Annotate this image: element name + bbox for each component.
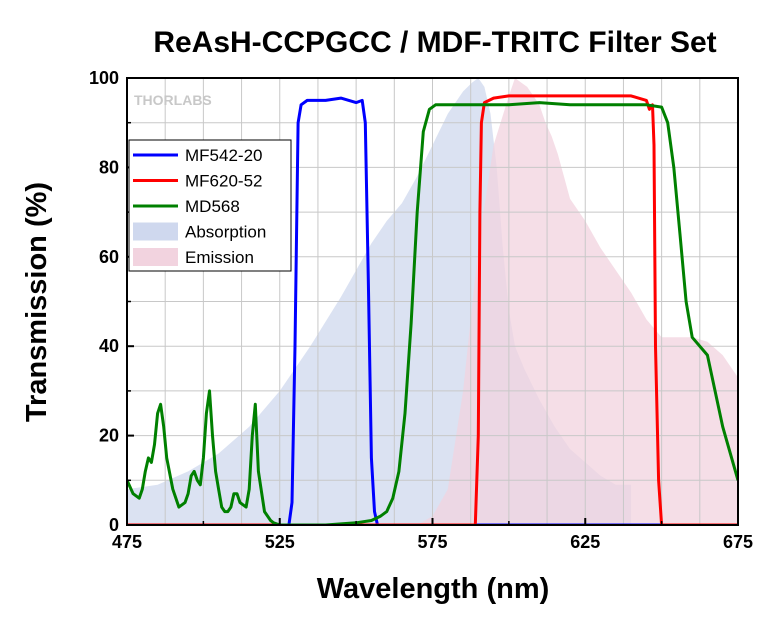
legend-label-emission: Emission <box>185 248 254 267</box>
chart-title: ReAsH-CCPGCC / MDF-TRITC Filter Set <box>153 26 716 59</box>
y-axis-title: Transmission (%) <box>21 182 53 422</box>
legend-label-mf620-52: MF620-52 <box>185 172 262 191</box>
x-tick-label: 475 <box>112 532 142 552</box>
x-tick-label: 675 <box>723 532 753 552</box>
legend-label-absorption: Absorption <box>185 223 266 242</box>
legend-swatch-absorption <box>133 222 178 241</box>
x-tick-label: 525 <box>265 532 295 552</box>
series-line-mf542-20 <box>127 96 738 525</box>
legend-label-md568: MD568 <box>185 197 240 216</box>
y-tick-label: 80 <box>99 157 119 177</box>
y-tick-label: 0 <box>109 515 119 535</box>
x-axis-title: Wavelength (nm) <box>317 573 550 605</box>
legend: MF542-20 MF620-52 MD568 Absorption Emission <box>128 139 292 272</box>
y-tick-label: 100 <box>89 68 119 88</box>
series-line-mf620-52 <box>127 94 738 525</box>
plot-area: THORLABS 475 525 575 625 675 0 20 40 60 80 100 MF542… <box>89 68 753 552</box>
y-tick-label: 20 <box>99 426 119 446</box>
series-line-md568 <box>127 101 738 525</box>
y-tick-label: 40 <box>99 336 119 356</box>
legend-swatch-emission <box>133 248 178 266</box>
legend-label-mf542-20: MF542-20 <box>185 146 262 165</box>
x-tick-label: 575 <box>417 532 447 552</box>
watermark-logo: THORLABS <box>134 92 212 108</box>
y-tick-label: 60 <box>99 247 119 267</box>
x-tick-label: 625 <box>570 532 600 552</box>
